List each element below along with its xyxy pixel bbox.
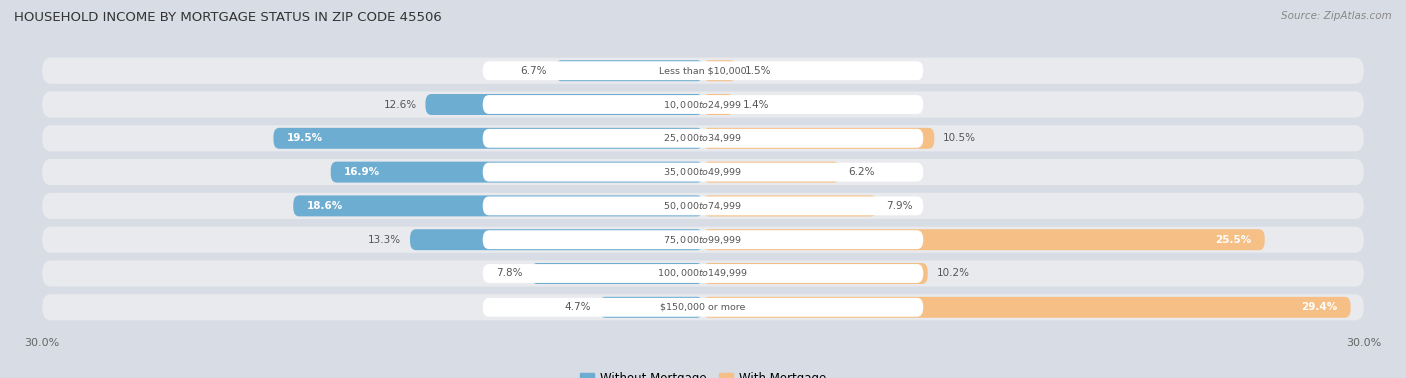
FancyBboxPatch shape xyxy=(703,162,839,183)
Text: $35,000 to $49,999: $35,000 to $49,999 xyxy=(664,166,742,178)
FancyBboxPatch shape xyxy=(703,263,928,284)
Text: 19.5%: 19.5% xyxy=(287,133,323,143)
Text: 6.2%: 6.2% xyxy=(848,167,875,177)
FancyBboxPatch shape xyxy=(42,125,1364,152)
Text: $75,000 to $99,999: $75,000 to $99,999 xyxy=(664,234,742,246)
FancyBboxPatch shape xyxy=(426,94,703,115)
Text: 6.7%: 6.7% xyxy=(520,66,547,76)
Text: 1.5%: 1.5% xyxy=(745,66,772,76)
FancyBboxPatch shape xyxy=(42,294,1364,321)
FancyBboxPatch shape xyxy=(703,195,877,216)
Text: Source: ZipAtlas.com: Source: ZipAtlas.com xyxy=(1281,11,1392,21)
FancyBboxPatch shape xyxy=(482,298,924,317)
Text: 10.2%: 10.2% xyxy=(936,268,970,279)
FancyBboxPatch shape xyxy=(273,128,703,149)
FancyBboxPatch shape xyxy=(330,162,703,183)
FancyBboxPatch shape xyxy=(482,61,924,80)
FancyBboxPatch shape xyxy=(482,230,924,249)
FancyBboxPatch shape xyxy=(703,297,1351,318)
FancyBboxPatch shape xyxy=(482,264,924,283)
FancyBboxPatch shape xyxy=(703,229,1264,250)
FancyBboxPatch shape xyxy=(411,229,703,250)
FancyBboxPatch shape xyxy=(42,159,1364,185)
FancyBboxPatch shape xyxy=(482,197,924,215)
FancyBboxPatch shape xyxy=(42,57,1364,84)
FancyBboxPatch shape xyxy=(599,297,703,318)
FancyBboxPatch shape xyxy=(42,260,1364,287)
FancyBboxPatch shape xyxy=(531,263,703,284)
Text: 1.4%: 1.4% xyxy=(742,99,769,110)
FancyBboxPatch shape xyxy=(703,94,734,115)
Text: 13.3%: 13.3% xyxy=(368,235,401,245)
FancyBboxPatch shape xyxy=(703,128,934,149)
FancyBboxPatch shape xyxy=(482,129,924,148)
FancyBboxPatch shape xyxy=(42,193,1364,219)
Text: 25.5%: 25.5% xyxy=(1215,235,1251,245)
Text: $100,000 to $149,999: $100,000 to $149,999 xyxy=(658,268,748,279)
FancyBboxPatch shape xyxy=(42,91,1364,118)
Text: 7.9%: 7.9% xyxy=(886,201,912,211)
Text: Less than $10,000: Less than $10,000 xyxy=(659,66,747,75)
Text: $10,000 to $24,999: $10,000 to $24,999 xyxy=(664,99,742,110)
Text: $50,000 to $74,999: $50,000 to $74,999 xyxy=(664,200,742,212)
Text: 4.7%: 4.7% xyxy=(564,302,591,312)
Text: 12.6%: 12.6% xyxy=(384,99,416,110)
Text: 7.8%: 7.8% xyxy=(496,268,523,279)
Text: HOUSEHOLD INCOME BY MORTGAGE STATUS IN ZIP CODE 45506: HOUSEHOLD INCOME BY MORTGAGE STATUS IN Z… xyxy=(14,11,441,24)
FancyBboxPatch shape xyxy=(294,195,703,216)
Legend: Without Mortgage, With Mortgage: Without Mortgage, With Mortgage xyxy=(575,367,831,378)
Text: $150,000 or more: $150,000 or more xyxy=(661,303,745,312)
FancyBboxPatch shape xyxy=(555,60,703,81)
FancyBboxPatch shape xyxy=(703,60,737,81)
FancyBboxPatch shape xyxy=(42,226,1364,253)
Text: $25,000 to $34,999: $25,000 to $34,999 xyxy=(664,132,742,144)
Text: 10.5%: 10.5% xyxy=(943,133,976,143)
Text: 29.4%: 29.4% xyxy=(1301,302,1337,312)
FancyBboxPatch shape xyxy=(482,163,924,181)
Text: 16.9%: 16.9% xyxy=(344,167,380,177)
FancyBboxPatch shape xyxy=(482,95,924,114)
Text: 18.6%: 18.6% xyxy=(307,201,343,211)
